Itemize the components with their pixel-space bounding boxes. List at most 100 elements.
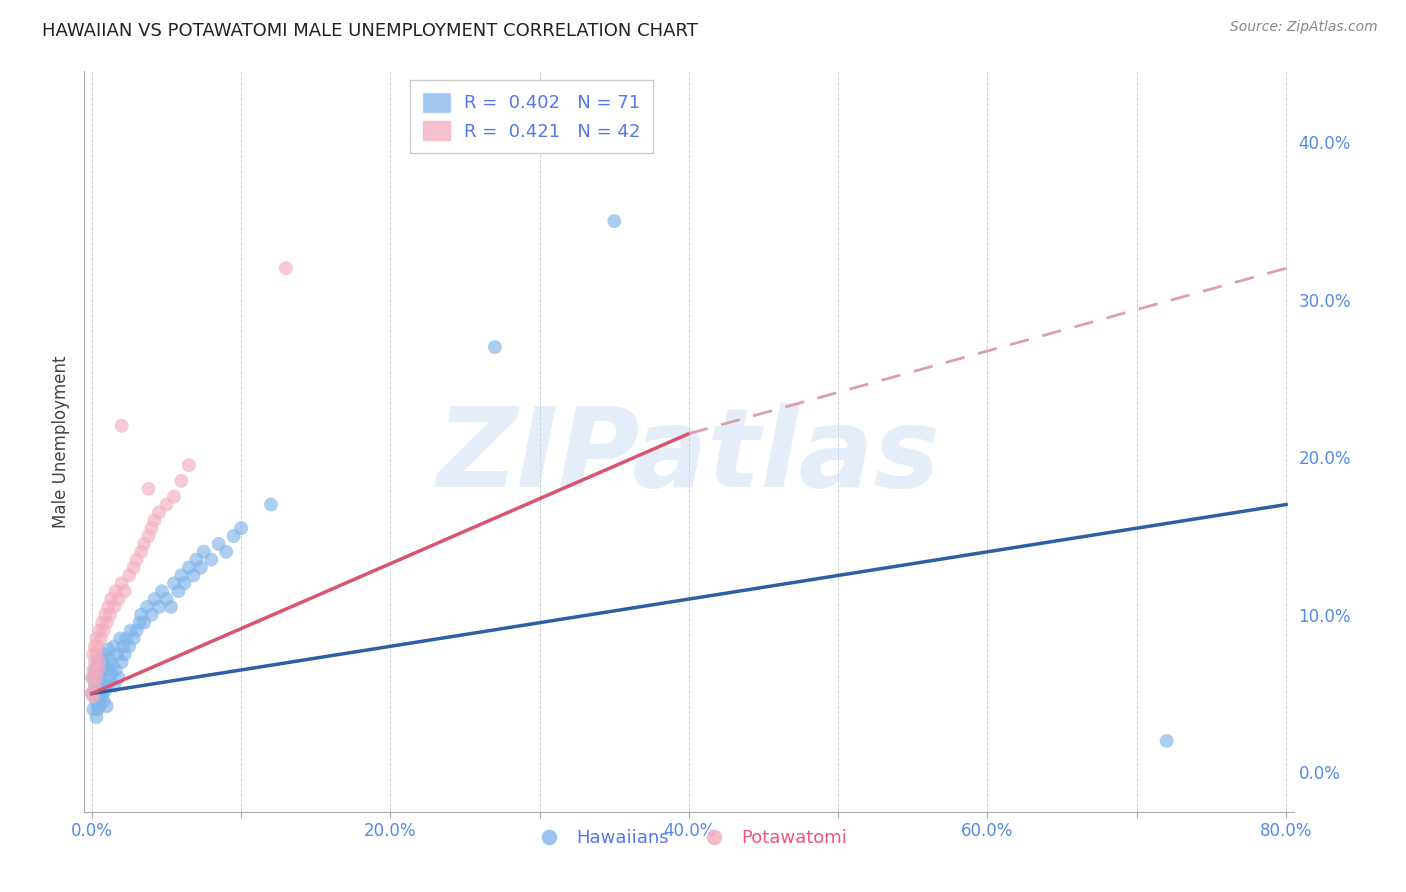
Point — [96, 615, 118, 630]
Point — [82, 690, 104, 704]
Point — [93, 694, 115, 708]
Point — [87, 655, 110, 669]
Point — [128, 615, 150, 630]
Point — [80, 687, 103, 701]
Point — [148, 505, 170, 519]
Y-axis label: Male Unemployment: Male Unemployment — [52, 355, 70, 528]
Point — [87, 702, 110, 716]
Point — [91, 690, 114, 704]
Point — [120, 624, 142, 638]
Point — [98, 607, 121, 622]
Point — [136, 599, 159, 614]
Point — [80, 671, 103, 685]
Point — [80, 687, 103, 701]
Point — [87, 679, 110, 693]
Point — [89, 655, 111, 669]
Point — [1156, 734, 1178, 748]
Point — [84, 647, 107, 661]
Point — [84, 671, 107, 685]
Point — [167, 584, 190, 599]
Point — [82, 663, 104, 677]
Point — [111, 655, 134, 669]
Point — [112, 640, 135, 654]
Point — [150, 584, 173, 599]
Point — [132, 537, 155, 551]
Point — [160, 599, 183, 614]
Point — [141, 607, 163, 622]
Point — [91, 615, 114, 630]
Point — [215, 545, 238, 559]
Point — [115, 632, 138, 646]
Point — [163, 576, 186, 591]
Point — [122, 560, 145, 574]
Point — [138, 482, 160, 496]
Point — [104, 584, 127, 599]
Point — [84, 710, 107, 724]
Point — [93, 658, 115, 673]
Point — [170, 474, 193, 488]
Legend: Hawaiians, Potawatomi: Hawaiians, Potawatomi — [524, 822, 853, 855]
Point — [83, 655, 105, 669]
Point — [89, 690, 111, 704]
Point — [94, 683, 117, 698]
Point — [186, 552, 208, 566]
Point — [82, 702, 104, 716]
Point — [98, 673, 121, 688]
Point — [87, 640, 110, 654]
Point — [484, 340, 506, 354]
Point — [114, 647, 136, 661]
Point — [84, 671, 107, 685]
Text: HAWAIIAN VS POTAWATOMI MALE UNEMPLOYMENT CORRELATION CHART: HAWAIIAN VS POTAWATOMI MALE UNEMPLOYMENT… — [42, 22, 697, 40]
Point — [111, 418, 134, 433]
Point — [143, 513, 166, 527]
Point — [87, 663, 110, 677]
Point — [94, 647, 117, 661]
Point — [125, 624, 148, 638]
Point — [143, 592, 166, 607]
Point — [89, 667, 111, 681]
Point — [200, 552, 222, 566]
Point — [122, 632, 145, 646]
Point — [260, 498, 283, 512]
Point — [90, 632, 112, 646]
Point — [83, 663, 105, 677]
Point — [96, 699, 118, 714]
Point — [107, 671, 129, 685]
Text: Source: ZipAtlas.com: Source: ZipAtlas.com — [1230, 20, 1378, 34]
Point — [82, 671, 104, 685]
Point — [105, 647, 128, 661]
Point — [155, 498, 177, 512]
Point — [94, 607, 117, 622]
Point — [118, 640, 141, 654]
Point — [96, 679, 118, 693]
Point — [83, 687, 105, 701]
Point — [108, 632, 131, 646]
Point — [93, 624, 115, 638]
Point — [103, 599, 125, 614]
Point — [183, 568, 205, 582]
Point — [129, 545, 152, 559]
Point — [100, 667, 122, 681]
Point — [97, 663, 120, 677]
Point — [274, 261, 297, 276]
Point — [111, 576, 134, 591]
Point — [155, 592, 177, 607]
Point — [83, 640, 105, 654]
Point — [103, 679, 125, 693]
Point — [101, 658, 124, 673]
Point — [104, 663, 127, 677]
Point — [173, 576, 195, 591]
Point — [222, 529, 245, 543]
Point — [163, 490, 186, 504]
Point — [118, 568, 141, 582]
Point — [208, 537, 231, 551]
Point — [83, 679, 105, 693]
Point — [132, 615, 155, 630]
Point — [82, 647, 104, 661]
Point — [114, 584, 136, 599]
Point — [603, 214, 626, 228]
Point — [193, 545, 215, 559]
Point — [83, 679, 105, 693]
Point — [177, 458, 200, 472]
Point — [148, 599, 170, 614]
